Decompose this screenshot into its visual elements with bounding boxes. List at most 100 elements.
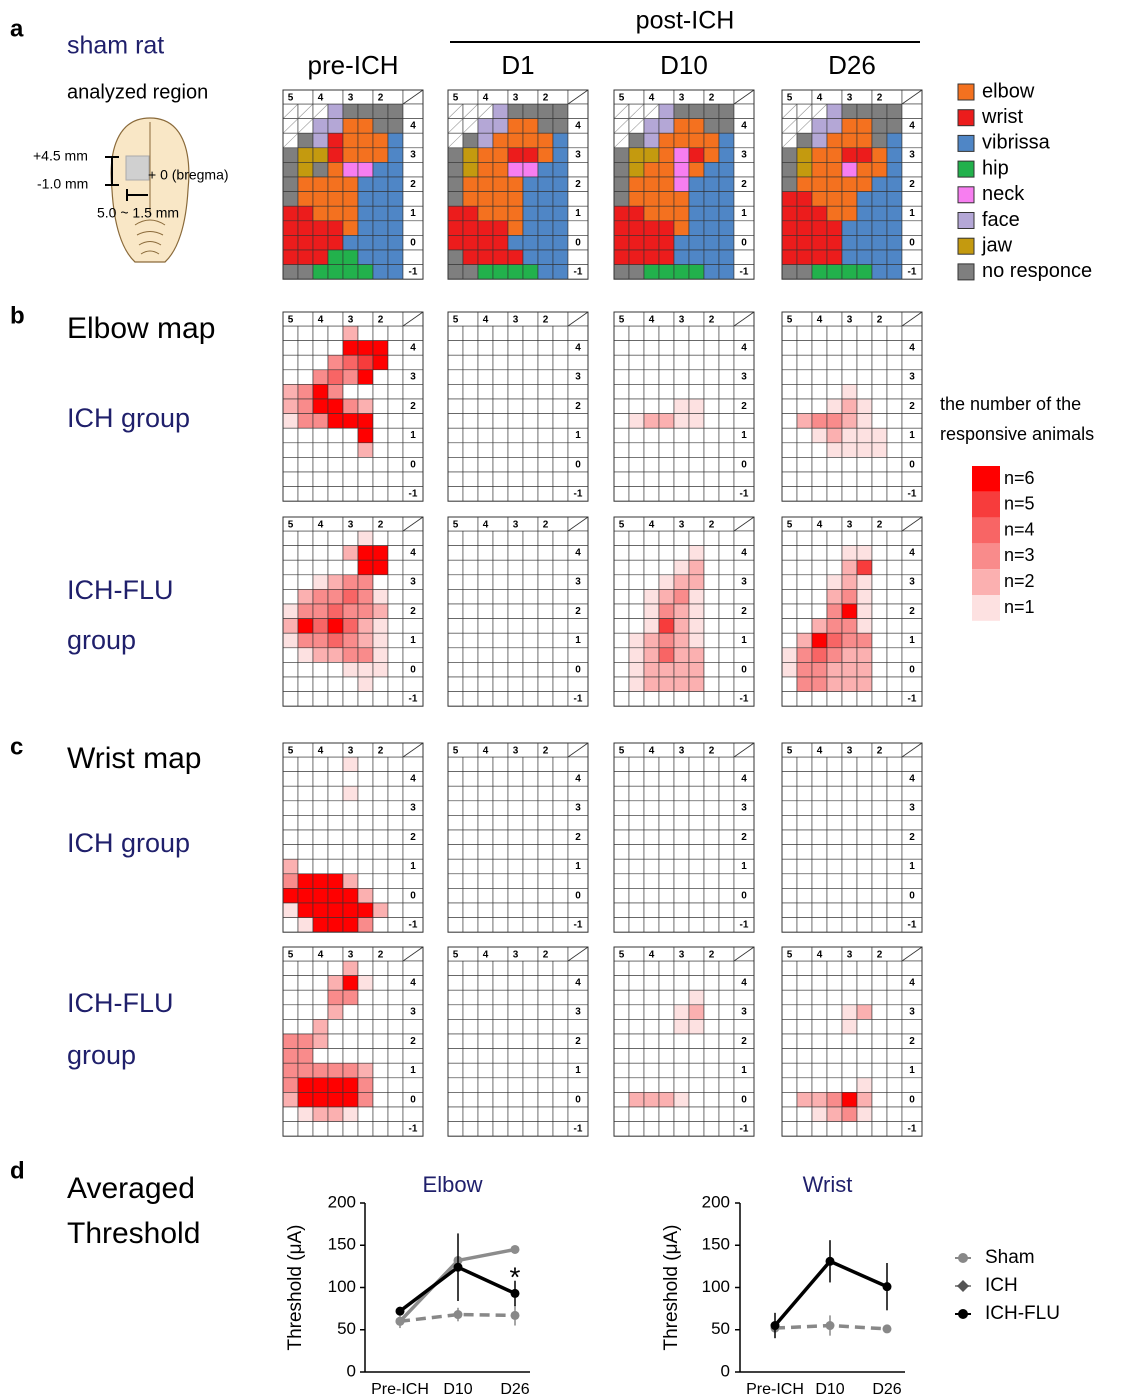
map-cell	[797, 1049, 812, 1064]
map-cell	[463, 399, 478, 414]
map-cell	[553, 1034, 568, 1049]
map-label-cell	[902, 648, 922, 663]
map-cell	[283, 206, 298, 221]
map-cell	[872, 918, 887, 933]
map-cell	[674, 692, 689, 707]
map-cell	[797, 148, 812, 163]
map-cell	[463, 206, 478, 221]
map-cell	[704, 692, 719, 707]
map-cell	[629, 546, 644, 561]
data-point	[511, 1245, 520, 1254]
map-cell	[448, 859, 463, 874]
map-cell	[328, 235, 343, 250]
map-cell	[478, 265, 493, 280]
map-cell	[827, 177, 842, 192]
map-cell	[493, 575, 508, 590]
map-cell	[842, 177, 857, 192]
map-cell	[857, 692, 872, 707]
map-cell	[538, 250, 553, 265]
map-cell	[463, 1078, 478, 1093]
map-label-cell	[734, 414, 754, 429]
map-cell	[283, 604, 298, 619]
map-cell	[478, 874, 493, 889]
map-cell	[719, 1049, 734, 1064]
map-cell	[328, 472, 343, 487]
map-cell	[538, 1122, 553, 1137]
map-cell	[373, 384, 388, 399]
column-label: 3	[348, 520, 354, 531]
map-cell	[373, 633, 388, 648]
map-cell	[328, 206, 343, 221]
map-cell	[328, 546, 343, 561]
map-cell	[298, 976, 313, 991]
map-cell	[313, 859, 328, 874]
map-cell	[644, 619, 659, 634]
map-cell	[313, 414, 328, 429]
map-cell	[797, 355, 812, 370]
map-cell	[872, 692, 887, 707]
map-cell	[553, 560, 568, 575]
x-tick-label: D10	[815, 1381, 844, 1398]
column-label: 4	[318, 315, 324, 326]
map-cell	[283, 633, 298, 648]
map-cell	[373, 1092, 388, 1107]
map-cell	[614, 976, 629, 991]
map-cell	[674, 457, 689, 472]
map-cell	[463, 443, 478, 458]
map-cell	[448, 918, 463, 933]
map-cell	[388, 990, 403, 1005]
panel-title: sham rat	[67, 32, 164, 60]
map-cell	[478, 399, 493, 414]
map-cell	[689, 815, 704, 830]
map-cell	[842, 619, 857, 634]
column-label: 3	[679, 950, 685, 961]
group-label: group	[67, 1040, 136, 1070]
map-cell	[553, 119, 568, 134]
map-label-cell	[902, 815, 922, 830]
map-cell	[493, 1078, 508, 1093]
map-cell	[842, 206, 857, 221]
map-cell	[478, 384, 493, 399]
map-cell	[857, 104, 872, 119]
map-cell	[812, 604, 827, 619]
map-cell	[283, 757, 298, 772]
map-cell	[508, 384, 523, 399]
map-cell	[704, 1092, 719, 1107]
map-cell	[812, 177, 827, 192]
map-cell	[782, 830, 797, 845]
map-cell	[887, 1092, 902, 1107]
map-cell	[553, 235, 568, 250]
map-cell	[812, 148, 827, 163]
map-cell	[343, 961, 358, 976]
map-cell	[674, 757, 689, 772]
map-cell	[478, 619, 493, 634]
map-label-cell	[403, 250, 423, 265]
map-cell	[373, 772, 388, 787]
map-cell	[343, 874, 358, 889]
column-label: 4	[649, 950, 655, 961]
map-cell	[719, 133, 734, 148]
row-label: 0	[410, 459, 416, 470]
map-cell	[448, 692, 463, 707]
row-label: 2	[410, 832, 416, 843]
map-cell	[538, 341, 553, 356]
map-cell	[448, 1078, 463, 1093]
map-cell	[523, 341, 538, 356]
map-cell	[629, 845, 644, 860]
map-cell	[538, 786, 553, 801]
map-cell	[887, 133, 902, 148]
map-cell	[358, 874, 373, 889]
map-cell	[674, 990, 689, 1005]
row-label: 3	[575, 803, 581, 814]
map-cell	[373, 326, 388, 341]
map-cell	[842, 1005, 857, 1020]
map-cell	[508, 589, 523, 604]
row-label: -1	[740, 920, 749, 931]
map-cell	[538, 589, 553, 604]
map-cell	[283, 575, 298, 590]
map-cell	[629, 757, 644, 772]
map-cell	[614, 845, 629, 860]
map-cell	[689, 874, 704, 889]
map-cell	[298, 888, 313, 903]
map-cell	[872, 235, 887, 250]
